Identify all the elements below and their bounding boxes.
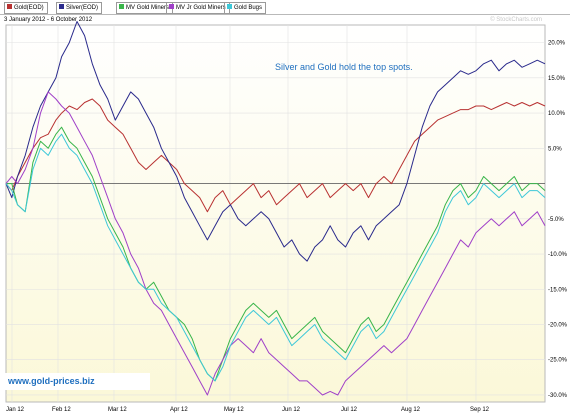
x-tick-label: Jun 12	[282, 407, 301, 413]
legend-swatch	[227, 4, 232, 9]
y-axis: 20.0% 15.0% 10.0% 5.0% -5.0% -10.0% -15.0% -20.…	[548, 41, 568, 399]
legend-item: MV Gold Miners	[116, 2, 174, 14]
legend: Gold(EOD) Silver(EOD) MV Gold Miners MV Jr …	[0, 0, 570, 15]
date-range: 3 January 2012 - 6 October 2012	[4, 17, 93, 23]
series-line	[6, 126, 546, 382]
plot-area	[5, 24, 546, 403]
series-line	[5, 21, 546, 262]
y-tick-label: 15.0%	[548, 76, 566, 82]
legend-label: MV Jr Gold Miners	[176, 5, 226, 11]
y-tick-label: -5.0%	[548, 217, 564, 223]
legend-item: Gold Bugs	[224, 2, 267, 14]
y-tick-label: 10.0%	[548, 111, 566, 117]
chart-annotation: Silver and Gold hold the top spots.	[275, 62, 413, 72]
y-tick-label: 5.0%	[548, 146, 562, 152]
legend-label: Silver(EOD)	[66, 5, 99, 11]
legend-swatch	[7, 4, 12, 9]
series-line	[5, 98, 546, 213]
legend-swatch	[169, 4, 174, 9]
legend-item: MV Jr Gold Miners	[166, 2, 230, 14]
site-label: www.gold-prices.biz	[4, 373, 150, 390]
y-tick-label: 20.0%	[548, 41, 566, 47]
legend-swatch	[119, 4, 124, 9]
y-tick-label: -30.0%	[548, 393, 568, 399]
x-tick-label: Apr 12	[170, 407, 188, 413]
legend-label: Gold Bugs	[234, 5, 263, 11]
series-line	[5, 91, 546, 396]
x-tick-label: Jan 12	[6, 407, 25, 413]
series-line	[5, 133, 546, 382]
y-tick-label: -20.0%	[548, 322, 568, 328]
x-tick-label: Aug 12	[401, 407, 421, 413]
x-tick-label: Jul 12	[341, 407, 358, 413]
x-axis: Jan 12 Feb 12 Mar 12 Apr 12 May 12 Jun 12 Jul …	[6, 407, 490, 413]
series-layer	[5, 21, 546, 396]
credit-text: © StockCharts.com	[490, 17, 542, 23]
legend-label: Gold(EOD)	[14, 5, 44, 11]
x-tick-label: Feb 12	[52, 407, 71, 413]
legend-label: MV Gold Miners	[126, 5, 170, 11]
y-tick-label: -15.0%	[548, 287, 568, 293]
y-tick-label: -10.0%	[548, 252, 568, 258]
x-tick-label: Sep 12	[470, 407, 490, 413]
x-tick-label: May 12	[224, 407, 244, 413]
y-tick-label: -25.0%	[548, 358, 568, 364]
legend-swatch	[59, 4, 64, 9]
grid	[6, 25, 545, 402]
legend-item: Silver(EOD)	[56, 2, 103, 14]
x-tick-label: Mar 12	[108, 407, 127, 413]
legend-item: Gold(EOD)	[4, 2, 48, 14]
